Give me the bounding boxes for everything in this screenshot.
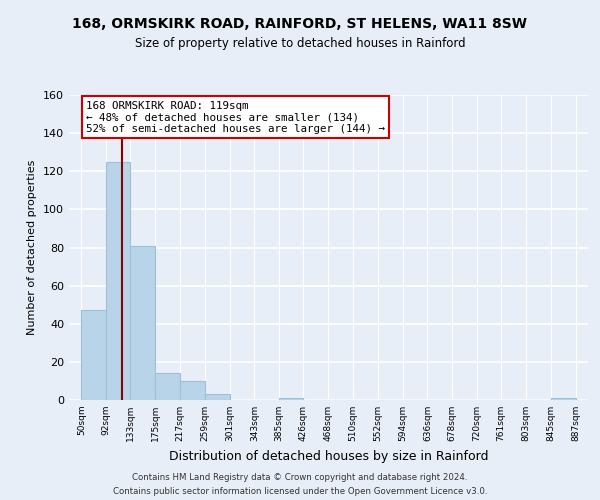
Bar xyxy=(180,381,205,400)
Y-axis label: Number of detached properties: Number of detached properties xyxy=(28,160,37,335)
Bar xyxy=(279,398,304,400)
Bar xyxy=(82,310,106,400)
Text: Contains public sector information licensed under the Open Government Licence v3: Contains public sector information licen… xyxy=(113,488,487,496)
Text: 168, ORMSKIRK ROAD, RAINFORD, ST HELENS, WA11 8SW: 168, ORMSKIRK ROAD, RAINFORD, ST HELENS,… xyxy=(73,18,527,32)
Text: 168 ORMSKIRK ROAD: 119sqm
← 48% of detached houses are smaller (134)
52% of semi: 168 ORMSKIRK ROAD: 119sqm ← 48% of detac… xyxy=(86,100,385,134)
X-axis label: Distribution of detached houses by size in Rainford: Distribution of detached houses by size … xyxy=(169,450,488,462)
Bar xyxy=(551,398,575,400)
Text: Size of property relative to detached houses in Rainford: Size of property relative to detached ho… xyxy=(134,38,466,51)
Text: Contains HM Land Registry data © Crown copyright and database right 2024.: Contains HM Land Registry data © Crown c… xyxy=(132,472,468,482)
Bar xyxy=(106,162,130,400)
Bar xyxy=(155,374,180,400)
Bar xyxy=(205,394,230,400)
Bar xyxy=(130,246,155,400)
